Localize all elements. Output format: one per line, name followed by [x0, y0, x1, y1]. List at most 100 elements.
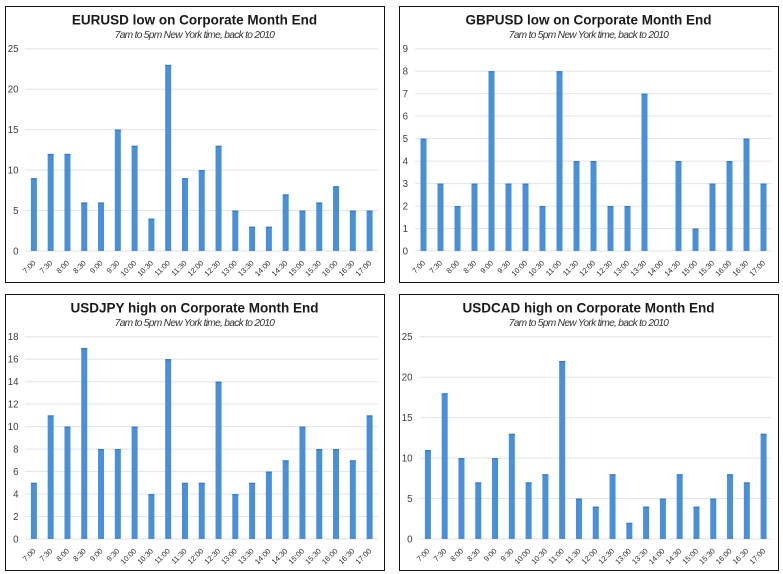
svg-text:12:00: 12:00 — [185, 258, 205, 278]
svg-text:10:30: 10:30 — [135, 547, 155, 567]
svg-text:10:30: 10:30 — [135, 258, 155, 278]
svg-text:15: 15 — [7, 124, 18, 135]
svg-text:13:30: 13:30 — [236, 258, 256, 278]
svg-text:7:00: 7:00 — [20, 547, 37, 564]
svg-text:1: 1 — [403, 223, 408, 234]
svg-text:6: 6 — [13, 467, 18, 478]
svg-text:7:30: 7:30 — [37, 547, 54, 564]
svg-text:12:00: 12:00 — [185, 547, 205, 567]
svg-text:9:00: 9:00 — [87, 547, 104, 564]
svg-text:10: 10 — [7, 422, 18, 433]
svg-text:10:00: 10:00 — [118, 547, 138, 567]
svg-text:7:30: 7:30 — [432, 547, 449, 564]
svg-text:4: 4 — [13, 489, 19, 500]
svg-text:12:30: 12:30 — [596, 547, 616, 567]
svg-text:16:00: 16:00 — [714, 547, 734, 567]
svg-text:17:00: 17:00 — [353, 547, 373, 567]
svg-text:12:00: 12:00 — [580, 547, 600, 567]
svg-text:0: 0 — [403, 246, 409, 257]
svg-text:5: 5 — [403, 133, 408, 144]
svg-text:0: 0 — [407, 534, 413, 545]
svg-text:15:00: 15:00 — [286, 547, 306, 567]
svg-text:USDCAD high on Corporate Month: USDCAD high on Corporate Month End — [463, 301, 715, 316]
svg-text:14:00: 14:00 — [645, 258, 665, 278]
svg-text:0: 0 — [13, 534, 19, 545]
svg-text:16: 16 — [7, 355, 18, 366]
svg-text:7am to 5pm New York time, back: 7am to 5pm New York time, back to 2010 — [114, 30, 275, 41]
svg-text:12:00: 12:00 — [577, 258, 597, 278]
svg-text:15:30: 15:30 — [697, 547, 717, 567]
svg-text:12:30: 12:30 — [202, 258, 222, 278]
svg-text:15:00: 15:00 — [680, 547, 700, 567]
svg-text:11:00: 11:00 — [152, 547, 171, 566]
svg-text:11:30: 11:30 — [563, 547, 582, 566]
svg-text:13:00: 13:00 — [613, 547, 633, 567]
svg-text:14:30: 14:30 — [269, 547, 289, 567]
svg-text:15:00: 15:00 — [286, 258, 306, 278]
svg-text:8:30: 8:30 — [465, 547, 482, 564]
svg-text:17:00: 17:00 — [748, 547, 768, 567]
svg-text:7:00: 7:00 — [20, 258, 37, 275]
svg-text:13:30: 13:30 — [630, 547, 650, 567]
svg-text:14:00: 14:00 — [252, 258, 272, 278]
svg-text:12:30: 12:30 — [594, 258, 614, 278]
svg-text:11:30: 11:30 — [169, 258, 188, 277]
svg-text:18: 18 — [7, 332, 18, 343]
svg-text:EURUSD low on Corporate Month: EURUSD low on Corporate Month End — [71, 12, 316, 27]
svg-text:8:00: 8:00 — [54, 258, 71, 275]
svg-text:16:30: 16:30 — [730, 258, 750, 278]
svg-text:11:00: 11:00 — [152, 258, 171, 277]
svg-text:7am to 5pm New York time, back: 7am to 5pm New York time, back to 2010 — [509, 30, 670, 41]
svg-text:11:00: 11:00 — [547, 547, 566, 566]
svg-text:USDJPY high on Corporate Month: USDJPY high on Corporate Month End — [70, 301, 318, 316]
svg-text:14:00: 14:00 — [647, 547, 667, 567]
svg-text:8:00: 8:00 — [54, 547, 71, 564]
svg-text:10:30: 10:30 — [529, 547, 549, 567]
svg-text:14:00: 14:00 — [252, 547, 272, 567]
svg-text:16:00: 16:00 — [713, 258, 733, 278]
svg-text:7am to 5pm New York time, back: 7am to 5pm New York time, back to 2010 — [114, 318, 275, 329]
svg-text:17:00: 17:00 — [353, 258, 373, 278]
svg-text:4: 4 — [403, 156, 409, 167]
svg-text:16:30: 16:30 — [731, 547, 751, 567]
svg-text:15:30: 15:30 — [303, 547, 323, 567]
svg-text:16:30: 16:30 — [336, 547, 356, 567]
svg-text:13:00: 13:00 — [219, 547, 239, 567]
svg-text:15:30: 15:30 — [303, 258, 323, 278]
svg-text:14:30: 14:30 — [662, 258, 682, 278]
svg-text:2: 2 — [13, 512, 18, 523]
svg-text:10:00: 10:00 — [118, 258, 138, 278]
svg-text:11:00: 11:00 — [544, 258, 563, 277]
svg-text:8:30: 8:30 — [461, 258, 478, 275]
svg-text:10:00: 10:00 — [509, 258, 529, 278]
svg-text:8:00: 8:00 — [448, 547, 465, 564]
svg-text:11:30: 11:30 — [561, 258, 580, 277]
svg-text:7am to 5pm New York time, back: 7am to 5pm New York time, back to 2010 — [509, 318, 670, 329]
svg-text:14: 14 — [7, 377, 18, 388]
svg-text:7:00: 7:00 — [415, 547, 432, 564]
svg-text:10: 10 — [7, 165, 18, 176]
svg-text:5: 5 — [407, 494, 412, 505]
svg-text:9:00: 9:00 — [482, 547, 499, 564]
svg-text:7: 7 — [403, 89, 408, 100]
svg-text:10:30: 10:30 — [526, 258, 546, 278]
svg-text:8:30: 8:30 — [71, 258, 88, 275]
svg-text:10: 10 — [402, 453, 413, 464]
svg-text:13:30: 13:30 — [236, 547, 256, 567]
svg-text:13:00: 13:00 — [219, 258, 239, 278]
svg-text:20: 20 — [402, 373, 413, 384]
svg-text:16:00: 16:00 — [319, 547, 339, 567]
svg-text:8: 8 — [13, 444, 18, 455]
svg-text:25: 25 — [402, 332, 413, 343]
svg-text:13:00: 13:00 — [611, 258, 631, 278]
svg-text:25: 25 — [7, 44, 18, 55]
svg-text:17:00: 17:00 — [747, 258, 767, 278]
svg-text:10:00: 10:00 — [513, 547, 533, 567]
svg-text:15:00: 15:00 — [679, 258, 699, 278]
svg-text:16:30: 16:30 — [336, 258, 356, 278]
svg-text:13:30: 13:30 — [628, 258, 648, 278]
svg-text:14:30: 14:30 — [664, 547, 684, 567]
svg-text:8:00: 8:00 — [444, 258, 461, 275]
svg-text:9:00: 9:00 — [478, 258, 495, 275]
svg-text:7:00: 7:00 — [410, 258, 427, 275]
